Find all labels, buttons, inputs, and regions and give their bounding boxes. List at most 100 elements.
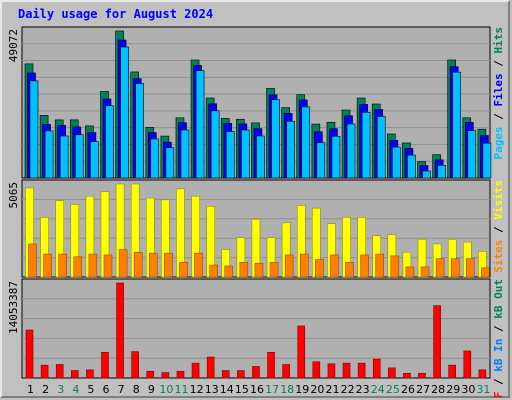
bar-kbytes: [237, 370, 245, 379]
bar-sites: [164, 252, 173, 278]
bar-pages: [225, 131, 235, 179]
bar-sites: [28, 243, 37, 278]
bar-sites: [209, 264, 218, 278]
day-label: 12: [190, 383, 204, 396]
bar-pages: [392, 146, 401, 179]
bar-pages: [452, 71, 462, 179]
legend-2: Sites / Visits: [492, 180, 505, 273]
bar-pages: [135, 83, 144, 179]
chart-title: Daily usage for August 2024: [18, 7, 214, 21]
day-label: 24: [371, 383, 385, 396]
bar-pages: [422, 170, 431, 179]
legend-entry: Sites: [492, 240, 505, 273]
legend-entry: kB In: [492, 339, 505, 372]
day-label: 4: [72, 383, 79, 396]
bar-kbytes: [70, 370, 79, 379]
bar-kbytes: [463, 350, 472, 379]
bar-kbytes: [312, 361, 321, 379]
bar-kbytes: [342, 362, 351, 379]
bar-kbytes: [176, 370, 185, 379]
bar-sites: [73, 256, 83, 278]
bar-kbytes: [161, 372, 170, 379]
day-label: 13: [205, 383, 219, 396]
legend-separator: /: [492, 372, 505, 392]
day-label: 28: [431, 383, 445, 396]
bar-sites: [466, 258, 475, 278]
bar-kbytes: [206, 356, 215, 379]
bar-sites: [330, 254, 339, 278]
bar-pages: [331, 135, 341, 179]
bar-sites: [88, 253, 98, 278]
panel-max-label: 5065: [7, 182, 20, 209]
day-label: 6: [103, 383, 110, 396]
bar-pages: [241, 129, 250, 179]
bar-kbytes: [327, 363, 336, 379]
legend-1: Pages / Files / Hits: [492, 27, 505, 160]
panel-3: [21, 278, 491, 379]
day-label: 25: [386, 383, 400, 396]
bar-sites: [179, 262, 188, 278]
bar-kbytes: [40, 364, 49, 379]
bar-pages: [59, 135, 69, 179]
bar-kbytes: [267, 352, 275, 379]
day-label: 5: [87, 383, 94, 396]
legend-separator: /: [492, 54, 505, 74]
bar-sites: [103, 254, 113, 278]
bar-kbytes: [372, 358, 381, 379]
bar-sites: [269, 262, 279, 278]
bar-kbytes: [478, 369, 487, 379]
bar-sites: [375, 253, 384, 278]
day-label: 27: [416, 383, 430, 396]
bar-sites: [58, 253, 67, 278]
bar-pages: [105, 105, 114, 179]
bar-kbytes: [146, 370, 155, 379]
bar-pages: [210, 110, 220, 179]
day-label: 20: [310, 383, 324, 396]
bar-sites: [345, 262, 354, 278]
day-label: 26: [401, 383, 415, 396]
day-label: 10: [159, 383, 173, 396]
bar-pages: [120, 46, 129, 179]
bar-pages: [44, 130, 54, 179]
bar-sites: [149, 252, 158, 278]
bar-kbytes: [86, 369, 94, 379]
bar-sites: [224, 265, 234, 278]
bar-sites: [420, 266, 430, 278]
bar-sites: [390, 255, 400, 278]
bar-kbytes: [388, 367, 396, 379]
panel-max-label: 14053387: [7, 281, 20, 334]
bar-pages: [316, 142, 326, 179]
day-label: 18: [280, 383, 294, 396]
day-label: 16: [250, 383, 264, 396]
bar-pages: [286, 120, 295, 179]
day-label: 2: [42, 383, 49, 396]
legend-entry: Files: [492, 73, 505, 106]
bar-kbytes: [357, 362, 366, 379]
day-label: 29: [446, 383, 460, 396]
bar-pages: [482, 142, 492, 179]
bar-kbytes: [448, 364, 457, 379]
day-label: 19: [295, 383, 309, 396]
panel-max-label: 49072: [7, 29, 20, 62]
day-label: 3: [57, 383, 64, 396]
bar-pages: [271, 99, 280, 179]
legend-entry: Visits: [492, 180, 505, 220]
legend-entry: kB F: [492, 392, 505, 400]
bar-sites: [239, 262, 249, 278]
day-label: 30: [461, 383, 475, 396]
day-label: 8: [133, 383, 140, 396]
bar-sites: [133, 251, 143, 278]
legend-separator: /: [492, 220, 505, 240]
bar-pages: [74, 134, 84, 179]
bar-kbytes: [252, 366, 260, 379]
bar-kbytes: [116, 282, 124, 379]
bar-pages: [361, 112, 371, 179]
bar-kbytes: [297, 325, 306, 379]
bar-pages: [195, 70, 205, 179]
day-label: 11: [175, 383, 189, 396]
bar-pages: [165, 147, 175, 179]
bar-pages: [256, 135, 265, 179]
legend-entry: kB Out: [492, 279, 505, 319]
